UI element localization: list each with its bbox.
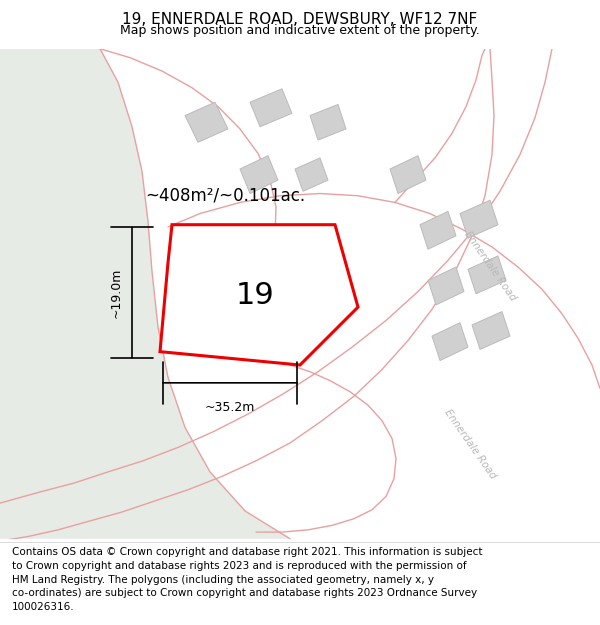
Polygon shape <box>468 256 506 294</box>
Text: 19: 19 <box>236 281 274 311</box>
Polygon shape <box>250 89 292 127</box>
Polygon shape <box>390 156 426 194</box>
Text: ~408m²/~0.101ac.: ~408m²/~0.101ac. <box>145 187 305 205</box>
Polygon shape <box>420 211 456 249</box>
Polygon shape <box>432 322 468 361</box>
Polygon shape <box>0 49 290 539</box>
Polygon shape <box>295 158 328 191</box>
Text: 19, ENNERDALE ROAD, DEWSBURY, WF12 7NF: 19, ENNERDALE ROAD, DEWSBURY, WF12 7NF <box>122 12 478 27</box>
Text: Ennerdale Road: Ennerdale Road <box>462 229 518 302</box>
Polygon shape <box>240 156 278 194</box>
Polygon shape <box>472 312 510 349</box>
Polygon shape <box>160 225 358 365</box>
Polygon shape <box>185 102 228 142</box>
Polygon shape <box>428 267 464 305</box>
Text: Ennerdale Road: Ennerdale Road <box>442 408 498 481</box>
Text: ~35.2m: ~35.2m <box>205 401 255 414</box>
Polygon shape <box>460 200 498 238</box>
Text: Map shows position and indicative extent of the property.: Map shows position and indicative extent… <box>120 24 480 36</box>
Polygon shape <box>310 104 346 140</box>
Text: Contains OS data © Crown copyright and database right 2021. This information is : Contains OS data © Crown copyright and d… <box>12 548 482 612</box>
Text: ~19.0m: ~19.0m <box>110 268 122 318</box>
